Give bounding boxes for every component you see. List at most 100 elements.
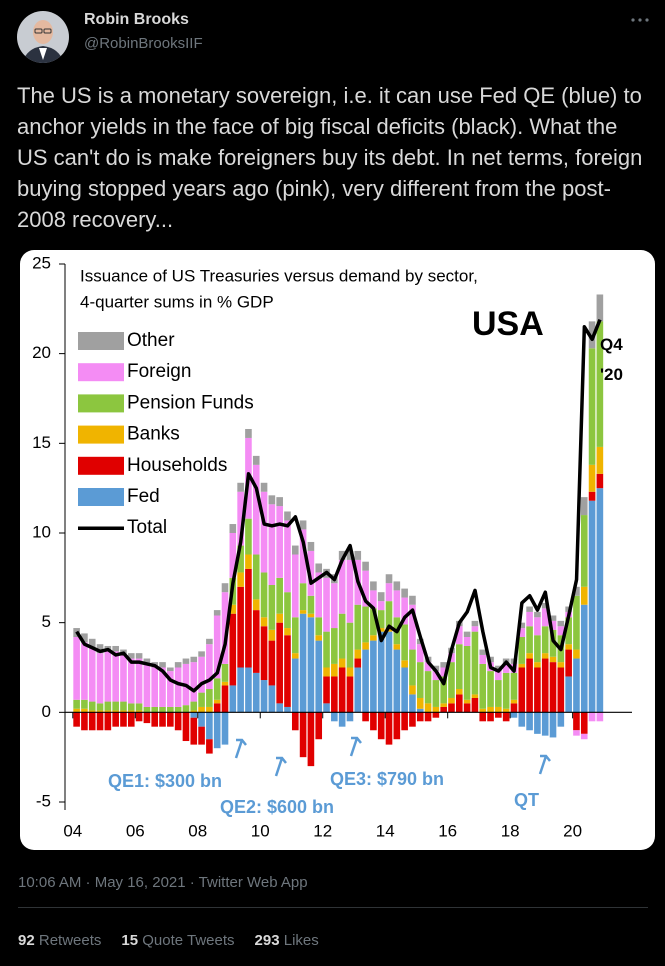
- bar: [198, 726, 205, 745]
- bar: [88, 647, 96, 702]
- stat[interactable]: 15 Quote Tweets: [121, 932, 234, 949]
- bar: [362, 606, 369, 643]
- bar: [448, 662, 455, 698]
- bar: [88, 712, 96, 731]
- bar: [338, 658, 346, 668]
- bar: [112, 712, 119, 727]
- chart-image[interactable]: Issuance of US Treasuries versus demand …: [20, 250, 655, 850]
- bar: [315, 640, 323, 713]
- bar: [362, 561, 369, 571]
- x-tick-label: 18: [501, 821, 520, 840]
- bar: [448, 697, 455, 704]
- bar: [580, 733, 588, 740]
- bar: [409, 649, 416, 686]
- bar: [237, 586, 244, 668]
- bar: [487, 671, 494, 707]
- bar: [237, 545, 244, 573]
- legend-label: Total: [127, 517, 167, 538]
- bar: [206, 638, 213, 645]
- x-tick-label: 08: [188, 821, 207, 840]
- bar: [323, 577, 330, 632]
- bar: [229, 685, 237, 713]
- bar: [276, 613, 283, 623]
- stat-count: 92: [18, 932, 35, 949]
- bar: [120, 701, 127, 711]
- bar: [424, 703, 432, 713]
- annotation-arrow: [234, 738, 247, 759]
- bar: [135, 710, 143, 713]
- stat-label: Likes: [283, 932, 319, 949]
- bar: [268, 629, 276, 641]
- bar: [565, 676, 572, 713]
- bar: [284, 511, 291, 521]
- legend-label: Fed: [127, 486, 160, 507]
- timestamp: 10:06 AM · May 16, 2021 · Twitter Web Ap…: [18, 874, 308, 891]
- bar: [213, 610, 221, 616]
- bar: [370, 608, 377, 636]
- bar: [127, 710, 135, 713]
- bar: [455, 689, 463, 695]
- bar: [432, 706, 440, 713]
- bar: [362, 649, 369, 713]
- bar: [151, 712, 159, 727]
- bar: [81, 712, 88, 731]
- bar: [409, 712, 416, 727]
- bar: [471, 694, 479, 698]
- bar: [143, 712, 151, 724]
- bar: [471, 697, 479, 713]
- bar: [260, 572, 268, 618]
- bar: [338, 667, 346, 713]
- bar: [229, 524, 237, 533]
- stat[interactable]: 92 Retweets: [18, 932, 101, 949]
- bar: [81, 633, 88, 643]
- y-tick-label: 25: [32, 253, 51, 272]
- bar: [307, 613, 315, 618]
- end-label: Q4 '20: [600, 335, 623, 384]
- bar: [362, 712, 369, 722]
- bar: [221, 592, 229, 664]
- bar: [518, 628, 526, 638]
- bar: [393, 590, 401, 618]
- y-tick-label: 0: [42, 702, 51, 721]
- avatar[interactable]: [16, 10, 70, 64]
- bar: [510, 699, 518, 704]
- bar: [409, 604, 416, 650]
- stats-row: 92 Retweets 15 Quote Tweets 293 Likes: [18, 932, 339, 949]
- bar: [518, 622, 526, 629]
- legend-label: Pension Funds: [127, 392, 254, 413]
- bar: [549, 712, 557, 738]
- bar: [377, 628, 385, 632]
- bar: [346, 559, 354, 623]
- bar: [206, 712, 213, 740]
- bar: [229, 604, 237, 614]
- bar: [73, 699, 80, 709]
- bar: [401, 660, 408, 668]
- bar: [237, 667, 244, 713]
- bar: [354, 667, 362, 713]
- bar: [299, 613, 307, 713]
- bar: [190, 662, 198, 702]
- bar: [580, 586, 588, 605]
- bar: [385, 574, 393, 584]
- bar: [541, 602, 549, 609]
- bar: [495, 680, 502, 707]
- bar: [495, 665, 502, 672]
- bar: [221, 685, 229, 713]
- bar: [409, 685, 416, 695]
- bar: [159, 667, 166, 707]
- bar: [323, 631, 330, 668]
- stat[interactable]: 293 Likes: [255, 932, 319, 949]
- user-name[interactable]: Robin Brooks: [84, 11, 189, 28]
- bar: [541, 712, 549, 736]
- bar: [401, 588, 408, 598]
- bar: [549, 629, 557, 657]
- bar: [424, 662, 432, 672]
- annotation: QT: [514, 790, 539, 810]
- more-menu[interactable]: [628, 14, 652, 26]
- bar: [88, 710, 96, 713]
- bar: [362, 642, 369, 650]
- line: [75, 318, 602, 693]
- bar: [182, 658, 190, 664]
- user-handle[interactable]: @RobinBrooksIIF: [84, 35, 203, 52]
- annotation-arrow: [349, 736, 362, 757]
